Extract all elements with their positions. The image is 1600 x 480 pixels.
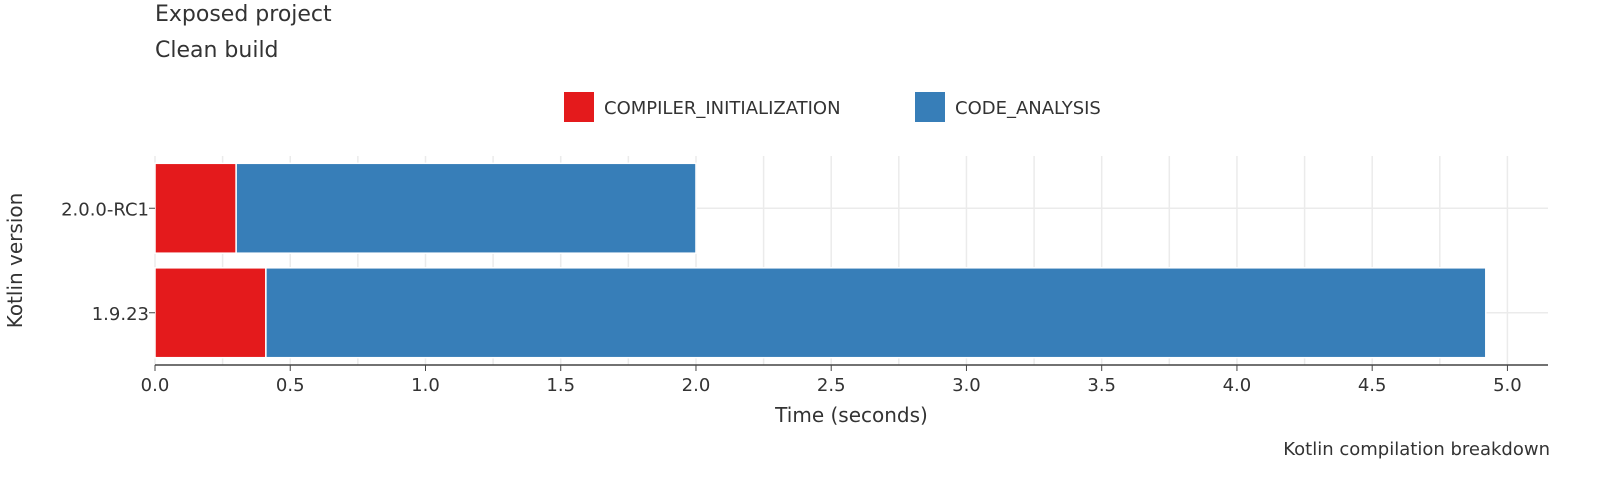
y-axis-title: Kotlin version: [3, 193, 27, 329]
x-axis: 0.0 0.5 1.0 1.5 2.0 2.5 3.0 3.5 4.0 4.5 5.0: [141, 364, 1548, 396]
y-axis: 2.0.0-RC1 1.9.23: [61, 199, 155, 325]
bar-segment-compiler-initialization: [154, 267, 267, 359]
x-tick-label: 4.0: [1223, 375, 1252, 396]
bar-segment-code-analysis: [265, 267, 1487, 359]
bar-segment-compiler-initialization: [154, 162, 237, 254]
x-tick-label: 0.5: [276, 375, 305, 396]
legend-swatch: [915, 92, 945, 122]
legend-label: COMPILER_INITIALIZATION: [604, 98, 841, 119]
x-tick-label: 1.0: [411, 375, 440, 396]
x-tick-label: 3.5: [1087, 375, 1116, 396]
y-tick-label: 1.9.23: [92, 304, 149, 325]
x-axis-title: Time (seconds): [774, 403, 928, 427]
x-tick-label: 3.0: [952, 375, 981, 396]
chart-title: Exposed project: [155, 2, 332, 27]
bar-segment-code-analysis: [235, 162, 697, 254]
y-tick-label: 2.0.0-RC1: [61, 199, 149, 220]
legend: COMPILER_INITIALIZATION CODE_ANALYSIS: [564, 92, 1101, 122]
x-tick-label: 1.5: [546, 375, 575, 396]
bars: [154, 162, 1487, 359]
chart-caption: Kotlin compilation breakdown: [1283, 439, 1550, 460]
x-tick-label: 4.5: [1358, 375, 1387, 396]
x-tick-label: 0.0: [141, 375, 170, 396]
x-tick-label: 5.0: [1493, 375, 1522, 396]
x-tick-label: 2.5: [817, 375, 846, 396]
legend-swatch: [564, 92, 594, 122]
x-tick-label: 2.0: [682, 375, 711, 396]
legend-label: CODE_ANALYSIS: [955, 98, 1101, 119]
chart-subtitle: Clean build: [155, 38, 279, 63]
